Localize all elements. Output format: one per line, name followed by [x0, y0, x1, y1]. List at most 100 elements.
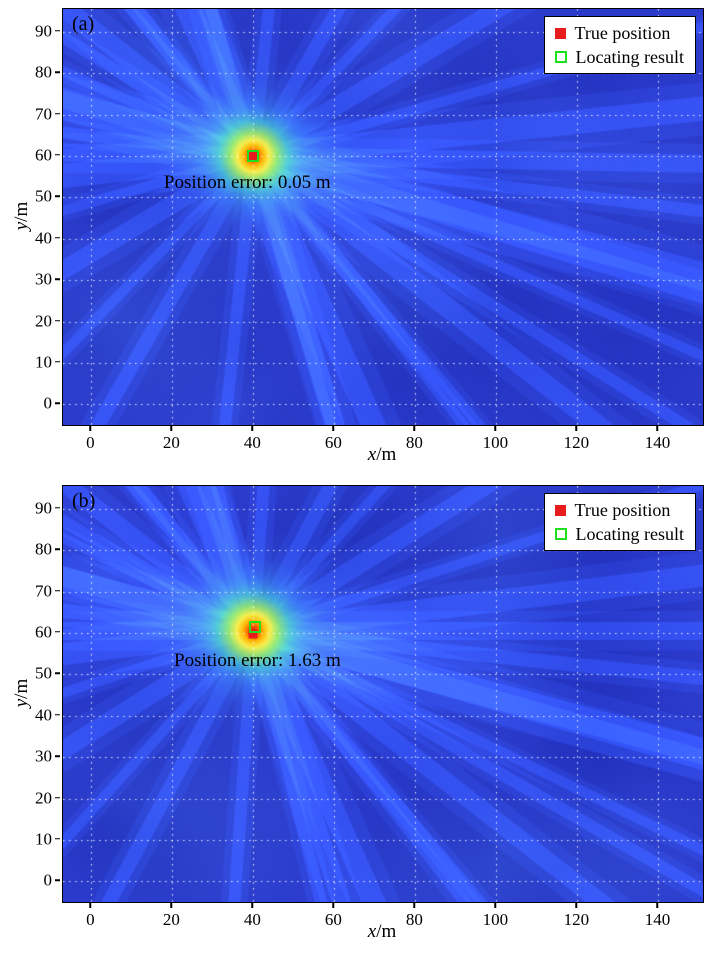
y-tick-label: 30	[35, 746, 52, 766]
legend: True position Locating result	[543, 16, 696, 74]
y-axis-label: y/m	[11, 679, 33, 708]
x-tick-label: 80	[405, 910, 423, 929]
x-tick-mark	[89, 426, 92, 431]
x-tick-label: 140	[644, 910, 671, 929]
y-tick-mark	[55, 755, 60, 757]
locating-result-marker	[247, 149, 260, 162]
y-tick-label: 50	[35, 186, 52, 206]
legend-label: Locating result	[575, 524, 684, 544]
y-tick-label: 40	[35, 705, 52, 725]
y-axis-label-variable: y	[11, 698, 32, 708]
x-axis-label-variable: x	[367, 921, 377, 942]
legend-item-true-position: True position	[554, 23, 684, 43]
x-tick-label: 100	[482, 433, 509, 452]
panel-a: (a) Position error: 0.05 m True position…	[11, 8, 704, 466]
y-tick-mark	[55, 879, 60, 882]
x-tick-label: 20	[162, 910, 180, 929]
y-tick-label: 40	[35, 228, 52, 248]
y-tick-mark	[55, 838, 60, 840]
x-axis-label-unit: /m	[376, 921, 397, 942]
legend-label: True position	[574, 23, 671, 43]
y-tick-mark	[55, 154, 60, 156]
x-tick-mark	[332, 426, 335, 431]
y-tick-mark	[55, 507, 60, 509]
y-axis-label-unit: /m	[11, 678, 32, 699]
x-axis-label-unit: /m	[376, 444, 397, 465]
x-tick-mark	[251, 903, 254, 908]
y-tick-mark	[55, 361, 60, 363]
y-tick-label: 80	[35, 62, 52, 82]
legend-label: True position	[574, 500, 671, 520]
position-error-annotation: Position error: 1.63 m	[174, 650, 341, 672]
y-tick-label: 30	[35, 269, 52, 289]
y-tick-mark	[55, 71, 60, 73]
legend-item-locating-result: Locating result	[554, 524, 684, 544]
y-tick-mark	[55, 548, 60, 550]
y-tick-mark	[55, 319, 60, 322]
y-tick-label: 0	[43, 870, 53, 890]
x-tick-label: 20	[162, 433, 180, 452]
x-tick-label: 0	[86, 910, 95, 929]
heatmap-canvas	[63, 486, 703, 902]
x-tick-label: 100	[482, 910, 509, 929]
panel-b: (b) Position error: 1.63 m True position…	[0, 477, 710, 954]
x-tick-mark	[89, 903, 92, 908]
y-tick-mark	[55, 195, 60, 198]
true-position-legend-marker-icon	[554, 27, 566, 39]
locating-result-legend-marker-icon	[554, 51, 567, 63]
legend-item-locating-result: Locating result	[554, 47, 684, 67]
y-tick-label: 90	[35, 21, 52, 41]
y-axis-label-unit: /m	[11, 201, 32, 222]
heatmap-canvas	[63, 9, 703, 425]
plot-area-b: (b) Position error: 1.63 m True position…	[62, 485, 704, 903]
x-tick-mark	[332, 903, 335, 908]
y-tick-label: 70	[35, 581, 52, 601]
x-tick-label: 0	[86, 433, 95, 452]
y-tick-label: 0	[43, 393, 53, 413]
x-axis-label: x/m	[368, 444, 397, 466]
x-tick-mark	[251, 426, 254, 431]
y-tick-label: 20	[35, 311, 52, 331]
y-axis-label-variable: y	[11, 221, 32, 231]
locating-result-legend-marker-icon	[554, 528, 567, 540]
true-position-marker	[248, 151, 258, 161]
x-tick-label: 60	[324, 910, 342, 929]
x-tick-label: 120	[563, 433, 590, 452]
x-tick-mark	[656, 903, 659, 908]
y-tick-label: 80	[35, 539, 52, 559]
legend-item-true-position: True position	[554, 500, 684, 520]
x-tick-label: 140	[644, 433, 671, 452]
y-tick-label: 60	[35, 145, 52, 165]
x-tick-label: 120	[563, 910, 590, 929]
x-tick-label: 40	[243, 433, 261, 452]
legend: True position Locating result	[543, 493, 696, 551]
y-tick-mark	[55, 796, 60, 799]
y-tick-mark	[55, 112, 60, 115]
y-tick-mark	[55, 278, 60, 280]
x-axis-label: x/m	[368, 921, 397, 943]
y-tick-mark	[55, 631, 60, 633]
x-tick-label: 80	[405, 433, 423, 452]
y-tick-label: 90	[35, 498, 52, 518]
x-tick-label: 40	[243, 910, 261, 929]
y-axis-label: y/m	[11, 202, 33, 231]
x-tick-label: 60	[324, 433, 342, 452]
legend-label: Locating result	[575, 47, 684, 67]
y-tick-label: 20	[35, 788, 52, 808]
y-tick-mark	[55, 402, 60, 405]
true-position-marker	[248, 629, 258, 639]
panel-label: (a)	[72, 13, 95, 35]
y-tick-label: 50	[35, 663, 52, 683]
y-tick-mark	[55, 30, 60, 32]
y-tick-mark	[55, 672, 60, 675]
y-tick-mark	[55, 589, 60, 592]
x-tick-mark	[170, 426, 173, 431]
locating-result-marker	[248, 621, 261, 634]
plot-area-a: (a) Position error: 0.05 m True position…	[62, 8, 704, 426]
y-tick-mark	[55, 713, 60, 716]
x-tick-mark	[656, 426, 659, 431]
x-tick-mark	[575, 426, 578, 431]
x-tick-mark	[575, 903, 578, 908]
true-position-legend-marker-icon	[554, 504, 566, 516]
